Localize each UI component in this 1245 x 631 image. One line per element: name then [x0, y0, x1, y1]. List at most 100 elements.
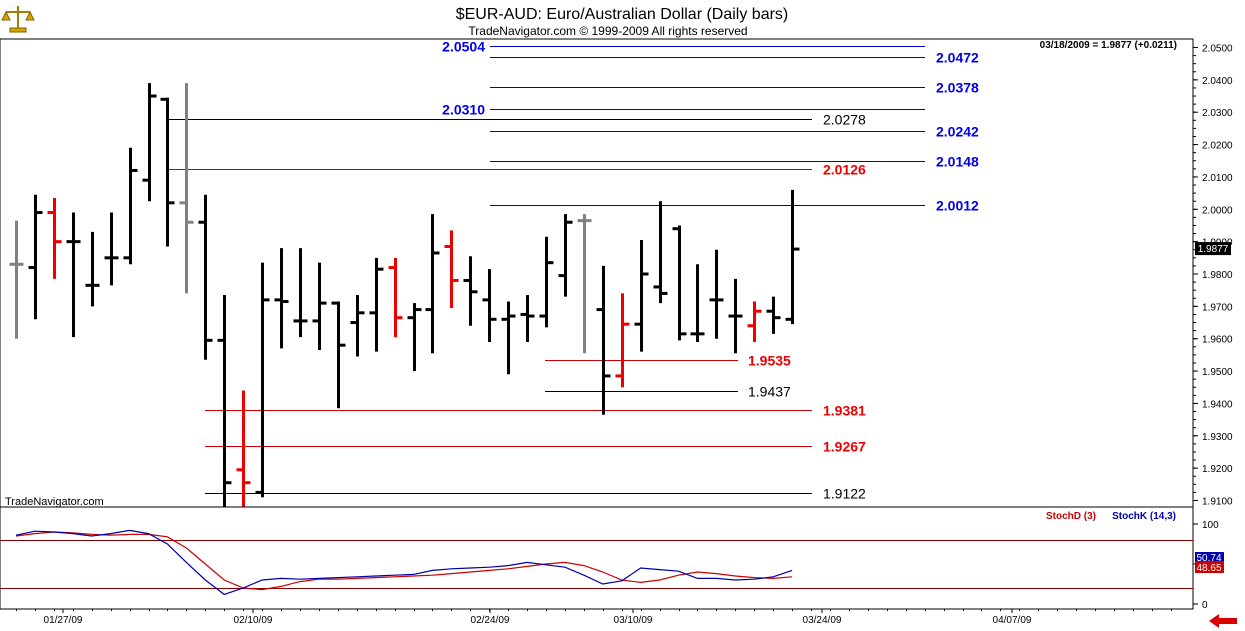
level-label: 2.0278: [823, 112, 866, 128]
ohlc-bar: [615, 293, 630, 388]
ohlc-bar: [350, 295, 365, 357]
price-tick-label: 1.9400: [1202, 399, 1233, 410]
level-label: 2.0504: [442, 39, 485, 55]
ohlc-bar: [785, 189, 800, 325]
level-label: 2.0148: [936, 154, 979, 170]
ohlc-bar: [634, 240, 649, 352]
watermark: TradeNavigator.com: [5, 496, 104, 508]
ohlc-bar: [709, 249, 724, 339]
ohlc-bar: [198, 194, 213, 360]
level-label: 1.9535: [748, 353, 791, 369]
level-label: 2.0378: [936, 80, 979, 96]
ohlc-bar: [520, 295, 535, 342]
level-label: 2.0012: [936, 198, 979, 214]
date-tick-label: 04/07/09: [993, 615, 1032, 626]
price-tick-label: 1.9600: [1202, 335, 1233, 346]
price-tick-label: 1.9100: [1202, 497, 1233, 508]
support-resistance-levels: 2.0504 2.0472 2.0378 2.0310 2.0278 2.0242 2.01…: [166, 39, 979, 502]
date-tick-label: 02/24/09: [471, 615, 510, 626]
ohlc-bar: [482, 269, 497, 342]
level-label: 1.9381: [823, 403, 866, 419]
ohlc-bar: [142, 83, 157, 202]
price-tick-label: 2.0300: [1202, 108, 1233, 119]
stochd-last-value: 48.65: [1196, 563, 1221, 574]
price-tick-label: 2.0100: [1202, 173, 1233, 184]
ohlc-bar: [47, 197, 62, 279]
ohlc-bars: [9, 83, 800, 507]
last-price-tag: 1.9877: [1195, 242, 1231, 256]
ohlc-bar: [369, 257, 384, 352]
ohlc-bar: [596, 265, 611, 415]
logo-scales-icon: [1, 6, 35, 33]
last-price-label: 1.9877: [1198, 244, 1229, 255]
copyright-text: TradeNavigator.com © 1999-2009 All right…: [468, 24, 747, 38]
ohlc-bar: [160, 97, 175, 247]
ohlc-bar: [104, 212, 119, 286]
osc-tick-label: 0: [1202, 600, 1208, 611]
price-tick-label: 1.9800: [1202, 270, 1233, 281]
stochk-line: [15, 529, 793, 596]
ohlc-bar: [255, 262, 270, 498]
level-label: 1.9437: [748, 384, 791, 400]
level-label: 1.9267: [823, 439, 866, 455]
ohlc-bar: [653, 201, 668, 304]
date-tick-label: 01/27/09: [44, 615, 83, 626]
ohlc-bar: [463, 256, 478, 326]
level-label: 2.0472: [936, 50, 979, 66]
ohlc-bar: [407, 303, 422, 372]
price-tick-label: 1.9500: [1202, 367, 1233, 378]
ohlc-bar: [66, 212, 81, 338]
ohlc-bar: [425, 214, 440, 354]
ohlc-bar: [388, 257, 403, 338]
ohlc-bar: [331, 301, 346, 409]
date-tick-label: 02/10/09: [234, 615, 273, 626]
stoch-last-tags: 50.74 48.65: [1195, 552, 1224, 574]
chart-title: $EUR-AUD: Euro/Australian Dollar (Daily …: [456, 6, 789, 23]
ohlc-bar: [747, 301, 762, 342]
price-tick-label: 2.0500: [1202, 44, 1233, 55]
price-tick-label: 1.9700: [1202, 302, 1233, 313]
price-readout: 03/18/2009 = 1.9877 (+0.0211): [1040, 40, 1177, 51]
ohlc-bar: [28, 194, 43, 320]
ohlc-bar: [672, 225, 687, 341]
price-tick-label: 2.0400: [1202, 76, 1233, 87]
ohlc-bar: [217, 295, 232, 507]
ohlc-bar: [236, 390, 251, 507]
osc-tick-label: 100: [1202, 520, 1219, 531]
ohlc-bar: [312, 262, 327, 351]
date-tick-label: 03/24/09: [803, 615, 842, 626]
price-tick-label: 1.9300: [1202, 432, 1233, 443]
price-tick-label: 2.0200: [1202, 141, 1233, 152]
ohlc-bar: [293, 248, 308, 338]
price-axis: 1.9100 1.9200 1.9300 1.9400 1.9500 1.9600 1.97…: [1193, 44, 1233, 508]
ohlc-bar: [690, 264, 705, 342]
level-label: 2.0310: [442, 102, 485, 118]
level-label: 1.9122: [823, 486, 866, 502]
ohlc-bar: [539, 236, 554, 328]
ohlc-bar: [274, 248, 289, 349]
ohlc-bar: [558, 214, 573, 297]
price-tick-label: 1.9200: [1202, 464, 1233, 475]
left-arrow-icon[interactable]: [1209, 614, 1237, 628]
legend-stochk: StochK (14,3): [1112, 511, 1176, 522]
ohlc-bar: [9, 220, 24, 339]
ohlc-bar: [123, 147, 138, 265]
ohlc-bar: [766, 296, 781, 334]
level-label: 2.0242: [936, 124, 979, 140]
ohlc-bar: [444, 230, 459, 308]
legend-stochd: StochD (3): [1046, 511, 1096, 522]
ohlc-bar: [728, 278, 743, 354]
stochastic-oscillator: 050100: [0, 520, 1219, 611]
level-label: 2.0126: [823, 162, 866, 178]
price-tick-label: 2.0000: [1202, 205, 1233, 216]
ohlc-bar: [501, 301, 516, 375]
date-axis: 01/27/09 02/10/09 02/24/09 03/10/09 03/24/09…: [16, 609, 1172, 626]
date-tick-label: 03/10/09: [614, 615, 653, 626]
stochk-last-value: 50.74: [1196, 553, 1221, 564]
oscillator-panel: [0, 506, 1194, 610]
ohlc-bar: [577, 214, 592, 354]
ohlc-bar: [179, 83, 194, 294]
ohlc-bar: [85, 231, 100, 307]
stochd-line: [15, 531, 793, 591]
